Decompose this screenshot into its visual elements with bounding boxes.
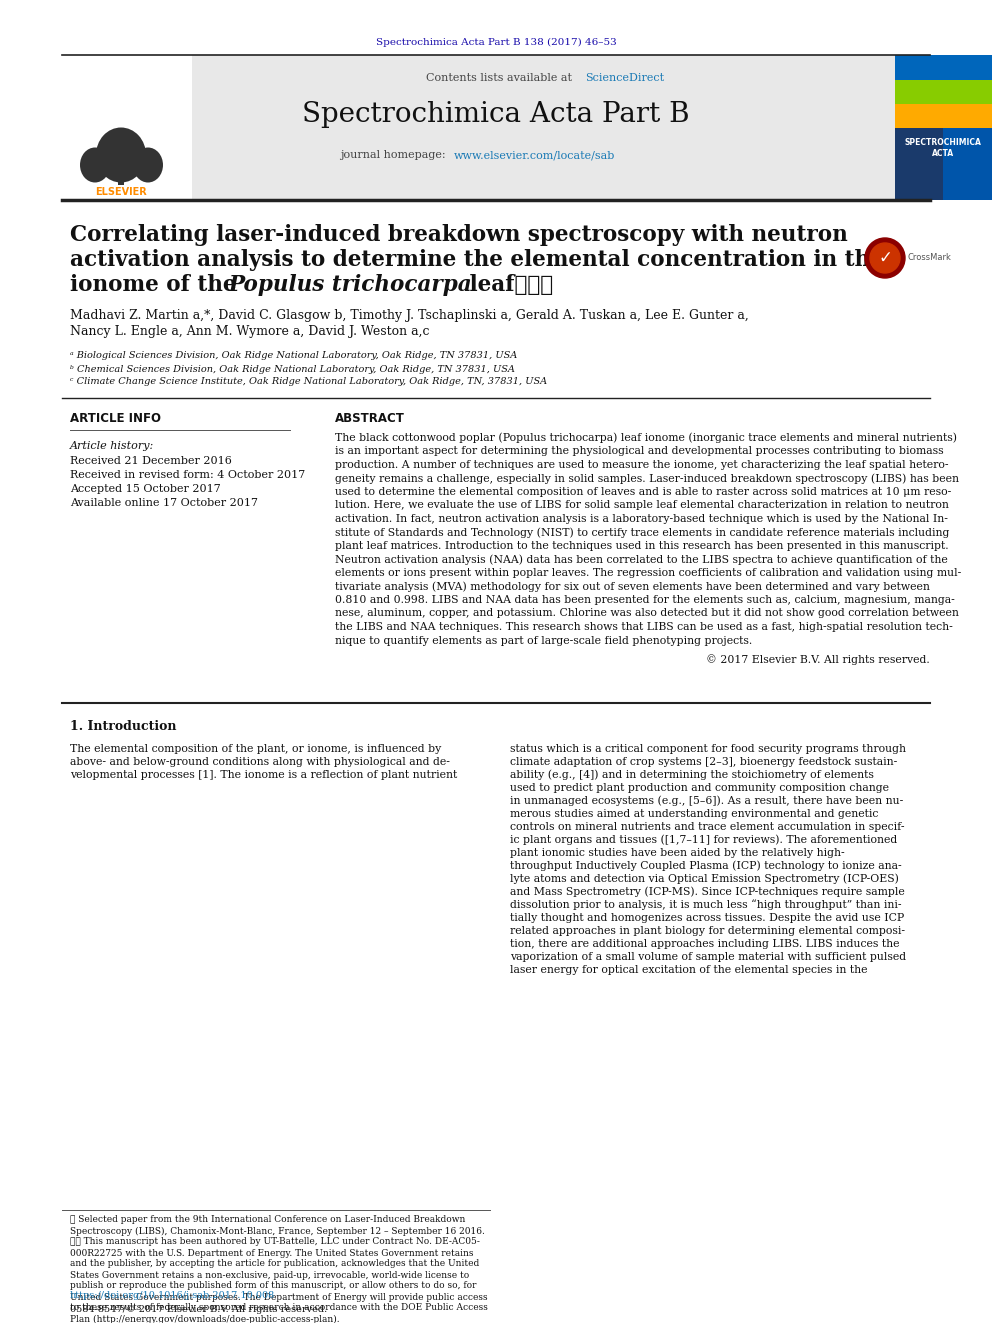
Ellipse shape (80, 147, 110, 183)
Text: CrossMark: CrossMark (907, 254, 951, 262)
Text: ionome of the: ionome of the (70, 274, 244, 296)
Text: 1. Introduction: 1. Introduction (70, 720, 177, 733)
Text: ☆☆ This manuscript has been authored by UT-Battelle, LLC under Contract No. DE-A: ☆☆ This manuscript has been authored by … (70, 1237, 480, 1246)
Text: throughput Inductively Coupled Plasma (ICP) technology to ionize ana-: throughput Inductively Coupled Plasma (I… (510, 861, 902, 872)
Text: velopmental processes [1]. The ionome is a reflection of plant nutrient: velopmental processes [1]. The ionome is… (70, 770, 457, 781)
Ellipse shape (96, 127, 146, 183)
Text: laser energy for optical excitation of the elemental species in the: laser energy for optical excitation of t… (510, 964, 867, 975)
Text: tivariate analysis (MVA) methodology for six out of seven elements have been det: tivariate analysis (MVA) methodology for… (335, 581, 930, 591)
FancyBboxPatch shape (118, 155, 124, 185)
Text: tion, there are additional approaches including LIBS. LIBS induces the: tion, there are additional approaches in… (510, 939, 900, 949)
Text: 000R22725 with the U.S. Department of Energy. The United States Government retai: 000R22725 with the U.S. Department of En… (70, 1249, 473, 1257)
Ellipse shape (133, 147, 163, 183)
Text: ★ Selected paper from the 9th International Conference on Laser-Induced Breakdow: ★ Selected paper from the 9th Internatio… (70, 1216, 465, 1225)
FancyBboxPatch shape (895, 103, 992, 128)
Text: plant ionomic studies have been aided by the relatively high-: plant ionomic studies have been aided by… (510, 848, 844, 859)
FancyBboxPatch shape (895, 79, 992, 105)
Text: and Mass Spectrometry (ICP-MS). Since ICP-techniques require sample: and Mass Spectrometry (ICP-MS). Since IC… (510, 886, 905, 897)
Text: publish or reproduce the published form of this manuscript, or allow others to d: publish or reproduce the published form … (70, 1282, 476, 1290)
Text: merous studies aimed at understanding environmental and genetic: merous studies aimed at understanding en… (510, 808, 878, 819)
Text: Contents lists available at: Contents lists available at (426, 73, 572, 83)
Text: Accepted 15 October 2017: Accepted 15 October 2017 (70, 484, 221, 493)
Text: controls on mineral nutrients and trace element accumulation in specif-: controls on mineral nutrients and trace … (510, 822, 905, 832)
Text: status which is a critical component for food security programs through: status which is a critical component for… (510, 744, 906, 754)
Text: production. A number of techniques are used to measure the ionome, yet character: production. A number of techniques are u… (335, 460, 948, 470)
Text: Neutron activation analysis (NAA) data has been correlated to the LIBS spectra t: Neutron activation analysis (NAA) data h… (335, 554, 947, 565)
Text: Spectrochimica Acta Part B 138 (2017) 46–53: Spectrochimica Acta Part B 138 (2017) 46… (376, 37, 616, 46)
Text: lyte atoms and detection via Optical Emission Spectrometry (ICP-OES): lyte atoms and detection via Optical Emi… (510, 873, 899, 884)
Text: ic plant organs and tissues ([1,7–11] for reviews). The aforementioned: ic plant organs and tissues ([1,7–11] fo… (510, 835, 897, 845)
Text: SPECTROCHIMICA
ACTA: SPECTROCHIMICA ACTA (905, 139, 981, 157)
Text: activation. In fact, neutron activation analysis is a laboratory-based technique: activation. In fact, neutron activation … (335, 515, 948, 524)
Text: the LIBS and NAA techniques. This research shows that LIBS can be used as a fast: the LIBS and NAA techniques. This resear… (335, 622, 952, 632)
Text: Article history:: Article history: (70, 441, 154, 451)
Text: and the publisher, by accepting the article for publication, acknowledges that t: and the publisher, by accepting the arti… (70, 1259, 479, 1269)
Text: Spectroscopy (LIBS), Chamonix-Mont-Blanc, France, September 12 – September 16 20: Spectroscopy (LIBS), Chamonix-Mont-Blanc… (70, 1226, 485, 1236)
Text: Nancy L. Engle a, Ann M. Wymore a, David J. Weston a,c: Nancy L. Engle a, Ann M. Wymore a, David… (70, 325, 430, 339)
Text: United States Government purposes. The Department of Energy will provide public : United States Government purposes. The D… (70, 1293, 488, 1302)
Text: related approaches in plant biology for determining elemental composi-: related approaches in plant biology for … (510, 926, 905, 935)
Text: used to determine the elemental composition of leaves and is able to raster acro: used to determine the elemental composit… (335, 487, 951, 497)
Text: ABSTRACT: ABSTRACT (335, 411, 405, 425)
FancyBboxPatch shape (895, 127, 992, 152)
FancyBboxPatch shape (895, 128, 943, 200)
FancyBboxPatch shape (62, 56, 192, 200)
Text: climate adaptation of crop systems [2–3], bioenergy feedstock sustain-: climate adaptation of crop systems [2–3]… (510, 757, 897, 767)
FancyBboxPatch shape (895, 175, 992, 200)
Text: ✓: ✓ (878, 249, 892, 267)
FancyBboxPatch shape (62, 56, 930, 200)
Text: journal homepage:: journal homepage: (340, 149, 449, 160)
Text: to these results of federally sponsored research in accordance with the DOE Publ: to these results of federally sponsored … (70, 1303, 488, 1312)
Text: https://doi.org/10.1016/j.sab.2017.10.008: https://doi.org/10.1016/j.sab.2017.10.00… (70, 1290, 275, 1299)
Text: The elemental composition of the plant, or ionome, is influenced by: The elemental composition of the plant, … (70, 744, 441, 754)
Text: Available online 17 October 2017: Available online 17 October 2017 (70, 497, 258, 508)
FancyBboxPatch shape (943, 128, 992, 200)
Text: above- and below-ground conditions along with physiological and de-: above- and below-ground conditions along… (70, 757, 450, 767)
Text: ability (e.g., [4]) and in determining the stoichiometry of elements: ability (e.g., [4]) and in determining t… (510, 770, 874, 781)
Text: ScienceDirect: ScienceDirect (585, 73, 664, 83)
Text: 0.810 and 0.998. LIBS and NAA data has been presented for the elements such as, : 0.810 and 0.998. LIBS and NAA data has b… (335, 595, 954, 605)
Text: is an important aspect for determining the physiological and developmental proce: is an important aspect for determining t… (335, 446, 943, 456)
Text: Correlating laser-induced breakdown spectroscopy with neutron: Correlating laser-induced breakdown spec… (70, 224, 848, 246)
Text: © 2017 Elsevier B.V. All rights reserved.: © 2017 Elsevier B.V. All rights reserved… (706, 655, 930, 665)
Circle shape (865, 238, 905, 278)
Text: activation analysis to determine the elemental concentration in the: activation analysis to determine the ele… (70, 249, 884, 271)
Text: ARTICLE INFO: ARTICLE INFO (70, 411, 161, 425)
Text: ᶜ Climate Change Science Institute, Oak Ridge National Laboratory, Oak Ridge, TN: ᶜ Climate Change Science Institute, Oak … (70, 377, 548, 386)
Text: plant leaf matrices. Introduction to the techniques used in this research has be: plant leaf matrices. Introduction to the… (335, 541, 948, 550)
Circle shape (870, 243, 900, 273)
Text: Populus trichocarpa: Populus trichocarpa (228, 274, 471, 296)
Text: States Government retains a non-exclusive, paid-up, irrevocable, world-wide lice: States Government retains a non-exclusiv… (70, 1270, 469, 1279)
Text: lution. Here, we evaluate the use of LIBS for solid sample leaf elemental charac: lution. Here, we evaluate the use of LIB… (335, 500, 949, 511)
Text: Plan (http://energy.gov/downloads/doe-public-access-plan).: Plan (http://energy.gov/downloads/doe-pu… (70, 1315, 339, 1323)
Text: used to predict plant production and community composition change: used to predict plant production and com… (510, 783, 889, 792)
Text: Received in revised form: 4 October 2017: Received in revised form: 4 October 2017 (70, 470, 306, 480)
Text: ᵃ Biological Sciences Division, Oak Ridge National Laboratory, Oak Ridge, TN 378: ᵃ Biological Sciences Division, Oak Ridg… (70, 352, 517, 360)
Text: Received 21 December 2016: Received 21 December 2016 (70, 456, 232, 466)
Text: Spectrochimica Acta Part B: Spectrochimica Acta Part B (303, 102, 689, 128)
Text: stitute of Standards and Technology (NIST) to certify trace elements in candidat: stitute of Standards and Technology (NIS… (335, 528, 949, 537)
Text: nique to quantify elements as part of large-scale field phenotyping projects.: nique to quantify elements as part of la… (335, 635, 752, 646)
Text: 0584-8547/© 2017 Elsevier B.V. All rights reserved.: 0584-8547/© 2017 Elsevier B.V. All right… (70, 1306, 327, 1315)
Text: tially thought and homogenizes across tissues. Despite the avid use ICP: tially thought and homogenizes across ti… (510, 913, 905, 923)
Text: leaf★☆☆: leaf★☆☆ (462, 274, 554, 296)
FancyBboxPatch shape (895, 56, 992, 79)
Text: nese, aluminum, copper, and potassium. Chlorine was also detected but it did not: nese, aluminum, copper, and potassium. C… (335, 609, 959, 618)
Text: vaporization of a small volume of sample material with sufficient pulsed: vaporization of a small volume of sample… (510, 953, 906, 962)
Text: ELSEVIER: ELSEVIER (95, 187, 147, 197)
Text: elements or ions present within poplar leaves. The regression coefficients of ca: elements or ions present within poplar l… (335, 568, 961, 578)
Text: ᵇ Chemical Sciences Division, Oak Ridge National Laboratory, Oak Ridge, TN 37831: ᵇ Chemical Sciences Division, Oak Ridge … (70, 365, 515, 373)
FancyBboxPatch shape (895, 151, 992, 176)
Text: in unmanaged ecosystems (e.g., [5–6]). As a result, there have been nu-: in unmanaged ecosystems (e.g., [5–6]). A… (510, 795, 904, 806)
Text: geneity remains a challenge, especially in solid samples. Laser-induced breakdow: geneity remains a challenge, especially … (335, 474, 959, 484)
Text: www.elsevier.com/locate/sab: www.elsevier.com/locate/sab (454, 149, 615, 160)
Text: dissolution prior to analysis, it is much less “high throughput” than ini-: dissolution prior to analysis, it is muc… (510, 900, 902, 910)
Text: The black cottonwood poplar (Populus trichocarpa) leaf ionome (inorganic trace e: The black cottonwood poplar (Populus tri… (335, 433, 957, 443)
Text: Madhavi Z. Martin a,*, David C. Glasgow b, Timothy J. Tschaplinski a, Gerald A. : Madhavi Z. Martin a,*, David C. Glasgow … (70, 308, 749, 321)
